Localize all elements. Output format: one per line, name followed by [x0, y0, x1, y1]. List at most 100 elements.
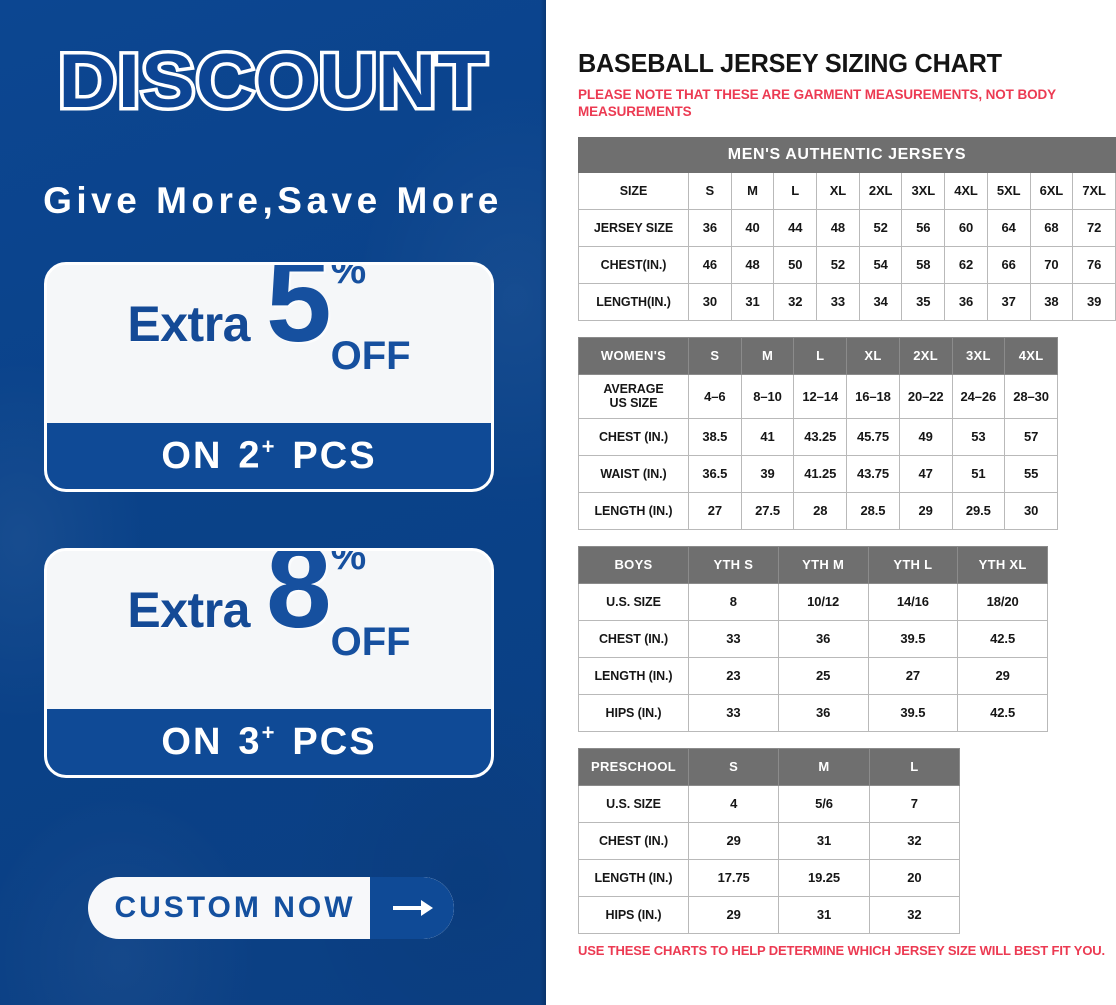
- cell: 72: [1072, 208, 1116, 247]
- cell: 31: [778, 895, 870, 934]
- column-header: WOMEN'S: [578, 336, 689, 375]
- cell: 14/16: [867, 582, 959, 621]
- cell: 52: [816, 245, 860, 284]
- deal-extra-label: Extra: [127, 296, 250, 352]
- deal-qty: 3+: [238, 720, 276, 764]
- deal-pcs-label: PCS: [292, 720, 377, 763]
- row-label: WAIST (IN.): [578, 454, 689, 493]
- cell: 48: [816, 208, 860, 247]
- table-row: CHEST (IN.) 33 36 39.5 42.5: [578, 619, 1048, 658]
- cell: 32: [773, 282, 818, 321]
- cell: 46: [688, 245, 732, 284]
- column-header: S: [688, 336, 742, 375]
- cell: 29: [687, 821, 780, 860]
- deal-condition-bar: ON 2+ PCS: [47, 423, 491, 489]
- cell: 36: [777, 693, 869, 732]
- deal-qty-number: 3: [238, 720, 262, 763]
- cell: 38: [1029, 282, 1074, 321]
- row-label: AVERAGE US SIZE: [578, 373, 689, 419]
- custom-now-button[interactable]: CUSTOM NOW: [88, 877, 454, 939]
- column-header: 4XL: [944, 171, 988, 210]
- deal-pcs-label: PCS: [292, 434, 377, 477]
- deal-percent-number: 5: [265, 262, 332, 367]
- row-label-line-2: US SIZE: [609, 396, 658, 411]
- mens-sizing-table: MEN'S AUTHENTIC JERSEYS SIZE S M L XL 2X…: [578, 136, 1116, 321]
- cell: 8–10: [740, 373, 795, 419]
- column-header: 5XL: [986, 171, 1031, 210]
- cell: 32: [868, 895, 961, 934]
- cell: 25: [777, 656, 869, 695]
- sizing-charts-panel: BASEBALL JERSEY SIZING CHART PLEASE NOTE…: [546, 0, 1116, 1005]
- deal-percent-number: 8: [265, 548, 332, 653]
- cell: 70: [1029, 245, 1074, 284]
- cell: 41: [740, 417, 795, 456]
- table-header-row: PRESCHOOL S M L: [578, 747, 961, 786]
- cell: 33: [688, 619, 779, 658]
- cell: 57: [1004, 417, 1058, 456]
- cell: 47: [898, 454, 953, 493]
- table-header-row: BOYS YTH S YTH M YTH L YTH XL: [578, 545, 1048, 584]
- cell: 36: [688, 208, 732, 247]
- cell: 28: [793, 491, 848, 530]
- cell: 29: [898, 491, 953, 530]
- cell: 19.25: [778, 858, 870, 897]
- cell: 20: [868, 858, 961, 897]
- row-label: U.S. SIZE: [578, 582, 689, 621]
- cell: 64: [986, 208, 1031, 247]
- column-header: 3XL: [901, 171, 946, 210]
- row-label: JERSEY SIZE: [578, 208, 689, 247]
- cell: 30: [688, 282, 732, 321]
- column-header: M: [730, 171, 775, 210]
- cell: 37: [986, 282, 1031, 321]
- row-label: LENGTH (IN.): [578, 491, 689, 530]
- row-label: LENGTH(IN.): [578, 282, 689, 321]
- table-row: JERSEY SIZE 36 40 44 48 52 56 60 64 68 7…: [578, 208, 1116, 247]
- column-header: L: [793, 336, 848, 375]
- table-row: CHEST (IN.) 38.5 41 43.25 45.75 49 53 57: [578, 417, 1058, 456]
- cell: 20–22: [898, 373, 953, 419]
- cell: 35: [901, 282, 946, 321]
- arrow-right-icon[interactable]: [370, 877, 454, 939]
- cell: 16–18: [846, 373, 900, 419]
- cell: 40: [730, 208, 775, 247]
- deal-extra-label: Extra: [127, 582, 250, 638]
- cell: 29: [687, 895, 780, 934]
- cell: 54: [858, 245, 903, 284]
- cell: 68: [1029, 208, 1074, 247]
- cell: 53: [951, 417, 1006, 456]
- deal-card-8-percent[interactable]: Extra 8 % OFF ON 3+ PCS: [44, 548, 494, 778]
- column-header: 6XL: [1029, 171, 1074, 210]
- table-header-row: WOMEN'S S M L XL 2XL 3XL 4XL: [578, 336, 1058, 375]
- cell: 18/20: [957, 582, 1048, 621]
- chart-disclaimer-note: PLEASE NOTE THAT THESE ARE GARMENT MEASU…: [578, 87, 1056, 120]
- column-header: 2XL: [858, 171, 903, 210]
- cell: 55: [1004, 454, 1058, 493]
- cell: 51: [951, 454, 1006, 493]
- cell: 8: [688, 582, 779, 621]
- cell: 50: [773, 245, 818, 284]
- row-label: HIPS (IN.): [578, 895, 689, 934]
- cell: 39.5: [867, 693, 959, 732]
- column-header: 2XL: [898, 336, 953, 375]
- column-header: S: [687, 747, 780, 786]
- discount-headline: DISCOUNT: [55, 36, 491, 128]
- boys-sizing-table: BOYS YTH S YTH M YTH L YTH XL U.S. SIZE …: [578, 545, 1048, 732]
- row-label: CHEST (IN.): [578, 821, 689, 860]
- womens-sizing-table: WOMEN'S S M L XL 2XL 3XL 4XL AVERAGE US S…: [578, 336, 1058, 530]
- table-row: U.S. SIZE 8 10/12 14/16 18/20: [578, 582, 1048, 621]
- deal-qty-number: 2: [238, 434, 262, 477]
- column-header: PRESCHOOL: [578, 747, 689, 786]
- cell: 39: [1072, 282, 1116, 321]
- deal-condition-bar: ON 3+ PCS: [47, 709, 491, 775]
- cell: 42.5: [957, 693, 1048, 732]
- mens-table-banner: MEN'S AUTHENTIC JERSEYS: [578, 136, 1116, 173]
- cell: 36: [944, 282, 988, 321]
- cell: 52: [858, 208, 903, 247]
- column-header: YTH M: [777, 545, 869, 584]
- row-label: U.S. SIZE: [578, 784, 689, 823]
- cell: 27.5: [740, 491, 795, 530]
- row-label: CHEST (IN.): [578, 619, 689, 658]
- deal-card-5-percent[interactable]: Extra 5 % OFF ON 2+ PCS: [44, 262, 494, 492]
- cell: 60: [944, 208, 988, 247]
